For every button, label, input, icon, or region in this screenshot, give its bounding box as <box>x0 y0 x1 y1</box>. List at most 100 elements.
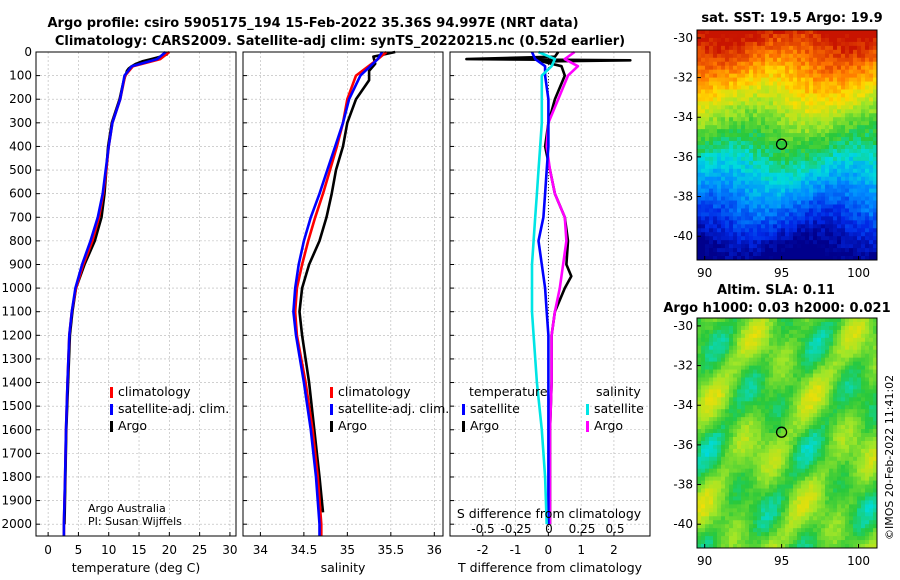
map-cell <box>733 256 738 261</box>
map-cell <box>793 476 798 481</box>
map-cell <box>833 484 838 489</box>
map-cell <box>861 349 866 355</box>
map-cell <box>697 137 702 142</box>
map-cell <box>781 244 786 249</box>
map-cell <box>797 85 802 90</box>
map-cell <box>793 484 798 489</box>
map-cell <box>865 417 870 422</box>
legend-swatch-argo <box>110 421 113 432</box>
map-cell <box>805 73 810 78</box>
map-cell <box>701 318 706 323</box>
map-cell <box>817 224 822 229</box>
map-cell <box>805 452 810 458</box>
map-cell <box>837 252 842 257</box>
map-cell <box>797 397 802 402</box>
map-cell <box>717 357 722 363</box>
map-cell <box>753 156 758 162</box>
map-cell <box>801 168 806 174</box>
map-cell <box>741 452 746 458</box>
map-cell <box>749 464 754 470</box>
map-cell <box>845 329 850 335</box>
map-cell <box>781 256 786 261</box>
map-cell <box>721 45 726 51</box>
map-cell <box>821 329 826 335</box>
map-cell <box>861 30 866 35</box>
map-cell <box>713 349 718 355</box>
map-cell <box>773 101 778 106</box>
map-cell <box>841 468 846 474</box>
map-cell <box>729 61 734 67</box>
map-cell <box>753 125 758 130</box>
map-cell <box>801 436 806 442</box>
map-cell <box>705 184 710 190</box>
map-cell <box>817 133 822 138</box>
map-cell <box>829 369 834 374</box>
map-cell <box>753 188 758 193</box>
map-cell <box>841 228 846 233</box>
map-cell <box>833 156 838 162</box>
map-cell <box>873 353 878 359</box>
map-cell <box>857 421 862 426</box>
map-cell <box>777 73 782 78</box>
map-cell <box>709 389 714 394</box>
map-cell <box>769 125 774 130</box>
map-cell <box>805 492 810 497</box>
map-cell <box>737 236 742 241</box>
map-cell <box>849 97 854 102</box>
map-cell <box>865 492 870 497</box>
map-cell <box>797 148 802 154</box>
map-cell <box>805 117 810 122</box>
map-cell <box>749 244 754 249</box>
map-cell <box>793 101 798 106</box>
map-cell <box>797 37 802 43</box>
map-cell <box>821 121 826 126</box>
map-cell <box>873 409 878 414</box>
map-cell <box>721 212 726 217</box>
map-cell <box>701 77 706 82</box>
map-cell <box>709 232 714 237</box>
map-cell <box>861 353 866 359</box>
map-cell <box>833 109 838 114</box>
map-cell <box>785 85 790 90</box>
map-cell <box>777 357 782 363</box>
map-cell <box>821 448 826 454</box>
map-cell <box>853 45 858 51</box>
map-cell <box>737 492 742 497</box>
map-cell <box>853 117 858 122</box>
map-cell <box>769 252 774 257</box>
map-cell <box>845 97 850 102</box>
map-cell <box>813 433 818 438</box>
map-cell <box>801 433 806 438</box>
map-cell <box>717 492 722 497</box>
map-cell <box>725 373 730 378</box>
map-cell <box>701 500 706 505</box>
map-cell <box>701 452 706 458</box>
map-cell <box>697 401 702 406</box>
map-cell <box>785 200 790 205</box>
map-cell <box>813 200 818 205</box>
map-cell <box>825 37 830 43</box>
map-cell <box>761 196 766 201</box>
map-cell <box>761 137 766 142</box>
map-cell <box>841 369 846 374</box>
map-cell <box>845 345 850 351</box>
map-cell <box>845 141 850 146</box>
map-cell <box>721 121 726 126</box>
map-cell <box>713 69 718 75</box>
map-cell <box>805 421 810 426</box>
map-cell <box>813 448 818 454</box>
map-cell <box>761 33 766 39</box>
map-cell <box>849 53 854 59</box>
map-cell <box>809 41 814 47</box>
map-cell <box>837 433 842 438</box>
map-cell <box>841 353 846 359</box>
map-cell <box>853 148 858 154</box>
map-cell <box>833 188 838 193</box>
map-cell <box>749 224 754 229</box>
map-cell <box>869 73 874 78</box>
map-cell <box>777 37 782 43</box>
map-cell <box>701 357 706 363</box>
map-cell <box>705 405 710 410</box>
map-cell <box>865 365 870 370</box>
map-cell <box>825 61 830 67</box>
